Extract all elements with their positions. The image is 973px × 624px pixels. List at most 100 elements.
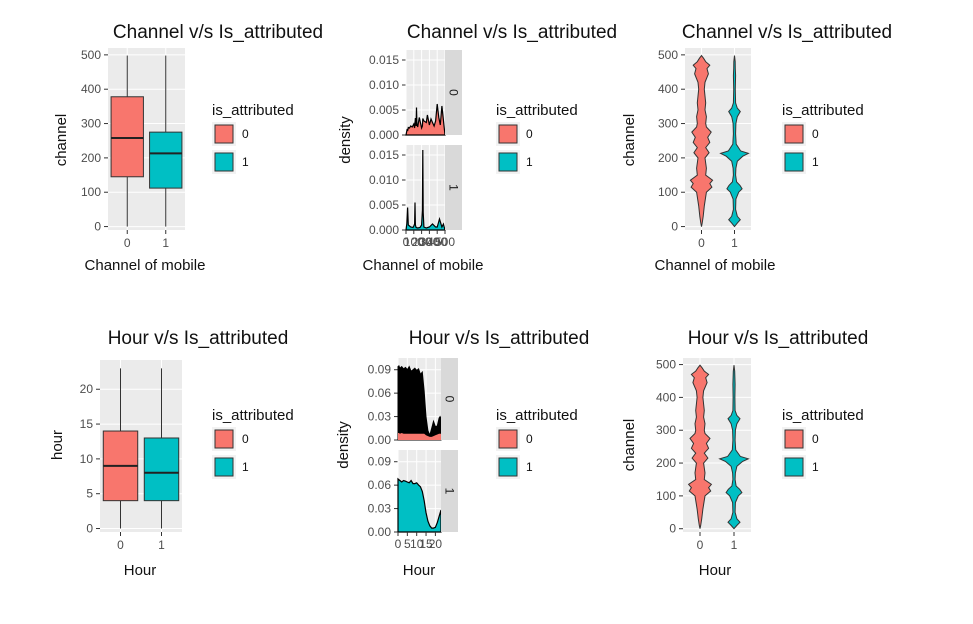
y-tick-label: 0.06	[368, 478, 392, 492]
legend-title: is_attributed	[782, 407, 864, 424]
y-tick-label: 200	[656, 456, 676, 470]
legend-swatch-0	[784, 429, 804, 449]
y-tick-label: 0.000	[369, 128, 399, 142]
y-tick-label: 0.03	[368, 502, 392, 516]
y-tick-label: 15	[80, 417, 94, 431]
legend-label-1: 1	[242, 155, 249, 169]
x-axis-title: Channel of mobile	[655, 257, 776, 274]
y-tick-label: 300	[81, 117, 101, 131]
facet-0: 0.000 0.005 0.010 0.015 0	[369, 50, 462, 142]
x-axis-title: Channel of mobile	[363, 257, 484, 274]
legend-label-1: 1	[526, 155, 533, 169]
legend-label-0: 0	[526, 127, 533, 141]
y-tick-label: 0	[671, 220, 678, 234]
legend-title: is_attributed	[496, 102, 578, 119]
y-tick-label: 0.00	[368, 433, 392, 447]
y-tick-label: 100	[658, 185, 678, 199]
plot-title: Hour v/s Is_attributed	[688, 328, 869, 349]
legend-swatch-1	[498, 457, 518, 477]
y-tick-label: 500	[658, 48, 678, 62]
facet-0: 0.00 0.03 0.06 0.09 0	[368, 358, 458, 447]
box-1	[143, 437, 180, 502]
legend-label-1: 1	[526, 460, 533, 474]
y-tick-label: 0.000	[369, 223, 399, 237]
x-tick-label: 10	[410, 537, 424, 551]
violin-chart-p6: 0 100 200 300 400 500 0 1 Hour v/s Is_attributed…	[621, 328, 868, 579]
x-tick-label: 5	[404, 537, 411, 551]
y-axis-title: channel	[621, 419, 638, 472]
x-tick-label: 0	[124, 236, 131, 250]
legend-swatch-0	[214, 429, 234, 449]
y-axis-title: channel	[53, 114, 70, 167]
density-area-0	[405, 103, 446, 136]
violin-0	[687, 364, 713, 529]
facet-strip-label: 1	[443, 488, 457, 495]
violin-1	[719, 55, 750, 228]
y-tick-label: 0	[94, 220, 101, 234]
y-tick-label: 5	[86, 487, 93, 501]
plot-title: Channel v/s Is_attributed	[407, 22, 617, 43]
y-axis-title: channel	[621, 114, 638, 167]
legend-swatch-1	[214, 152, 234, 172]
legend-label-0: 0	[242, 432, 249, 446]
legend-swatch-1	[784, 152, 804, 172]
x-tick-label: 0	[395, 537, 402, 551]
violin-chart-p3: 0 100 200 300 400 500 0 1 Channel v/s Is_attribu…	[621, 22, 892, 274]
y-tick-label: 200	[81, 151, 101, 165]
facet-strip	[445, 145, 462, 230]
x-tick-label: 1	[731, 236, 738, 250]
x-tick-label: 0	[697, 538, 704, 552]
legend-swatch-1	[498, 152, 518, 172]
legend: is_attributed 0 1	[496, 102, 578, 174]
y-tick-label: 0.005	[369, 198, 399, 212]
y-tick-label: 400	[656, 390, 676, 404]
x-tick-label: 1	[158, 538, 165, 552]
x-tick-label: 300	[419, 235, 439, 249]
x-tick-label: 0	[698, 236, 705, 250]
violin-0	[689, 54, 714, 227]
legend-label-0: 0	[242, 127, 249, 141]
facet-strip-label: 0	[447, 89, 461, 96]
x-tick-label: 1	[162, 236, 169, 250]
x-tick-label: 0	[403, 235, 410, 249]
x-axis-title: Hour	[699, 562, 732, 579]
y-tick-label: 300	[658, 117, 678, 131]
x-tick-label: 200	[412, 235, 432, 249]
y-tick-label: 200	[658, 151, 678, 165]
legend: is_attributed 0 1	[496, 407, 578, 479]
legend-label-1: 1	[812, 155, 819, 169]
facet-strip	[441, 450, 458, 532]
x-tick-label: 100	[404, 235, 424, 249]
box-0	[110, 96, 144, 178]
x-axis-title: Channel of mobile	[85, 257, 206, 274]
x-tick-label: 1	[731, 538, 738, 552]
legend-title: is_attributed	[212, 102, 294, 119]
x-tick-label: 400	[427, 235, 447, 249]
plot-title: Channel v/s Is_attributed	[682, 22, 892, 43]
y-tick-label: 0.09	[368, 363, 392, 377]
y-tick-label: 0	[669, 522, 676, 536]
legend-title: is_attributed	[212, 407, 294, 424]
legend-label-1: 1	[242, 460, 249, 474]
legend-title: is_attributed	[782, 102, 864, 119]
density-area-1	[405, 149, 446, 231]
legend-label-0: 0	[812, 127, 819, 141]
x-tick-label: 15	[419, 537, 433, 551]
y-tick-label: 500	[81, 48, 101, 62]
y-tick-label: 10	[80, 452, 94, 466]
legend-swatch-0	[784, 124, 804, 144]
y-tick-label: 0.09	[368, 455, 392, 469]
violin-1	[718, 365, 750, 530]
y-tick-label: 0.06	[368, 386, 392, 400]
y-tick-label: 0.010	[369, 78, 399, 92]
boxplot-chart-p1: 0 100 200 300 400 500 0 1 Channel v/s Is_attribu…	[53, 22, 323, 274]
legend-title: is_attributed	[496, 407, 578, 424]
density-chart-p2: 0.000 0.005 0.010 0.015 0 0.000 0.005 0.010 0.01…	[337, 22, 617, 274]
y-tick-label: 20	[80, 382, 94, 396]
y-tick-label: 500	[656, 358, 676, 372]
legend-label-1: 1	[812, 460, 819, 474]
y-tick-label: 0.010	[369, 173, 399, 187]
facet-strip	[441, 358, 458, 440]
legend: is_attributed 0 1	[782, 102, 864, 174]
density-area-1	[397, 477, 442, 533]
